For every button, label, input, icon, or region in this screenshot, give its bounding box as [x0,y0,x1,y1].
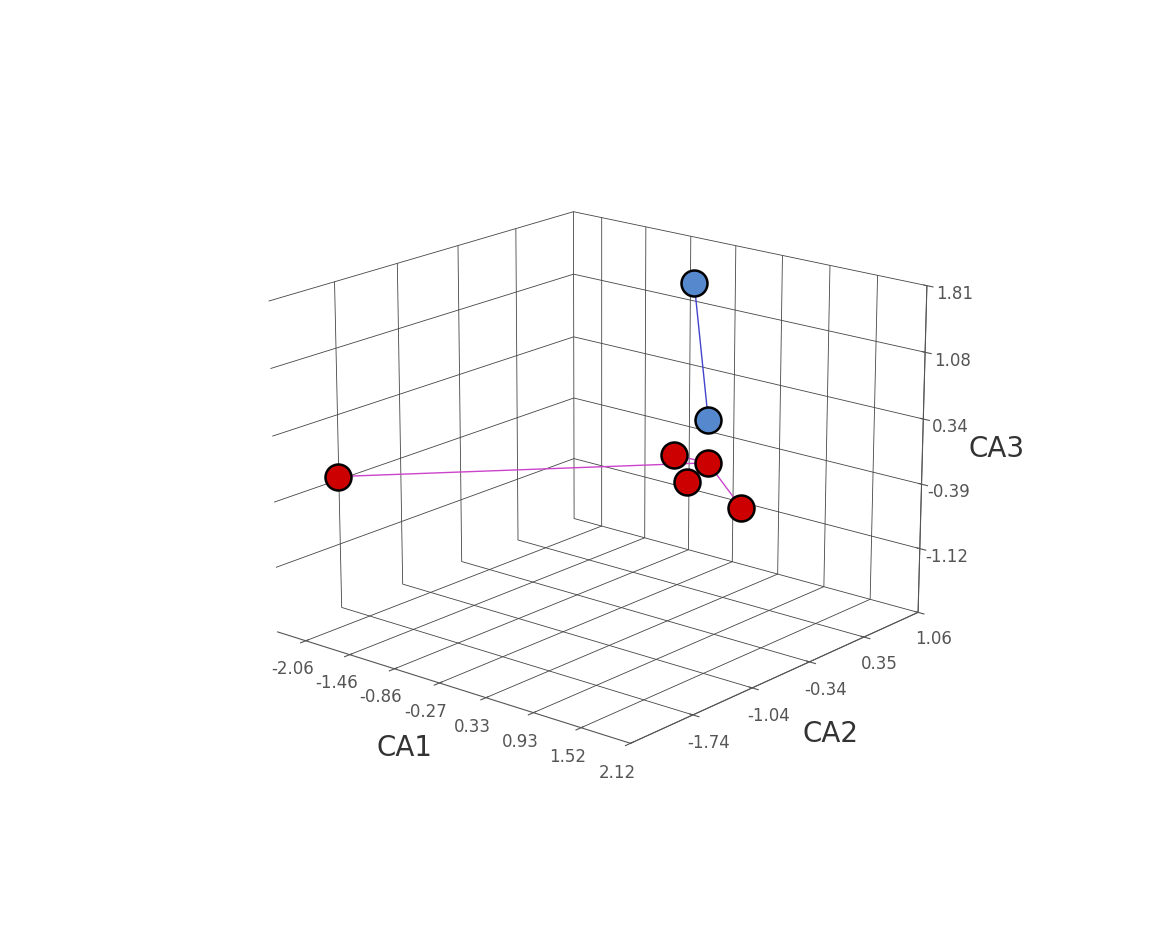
X-axis label: CA1: CA1 [377,735,433,763]
Y-axis label: CA2: CA2 [803,720,858,749]
